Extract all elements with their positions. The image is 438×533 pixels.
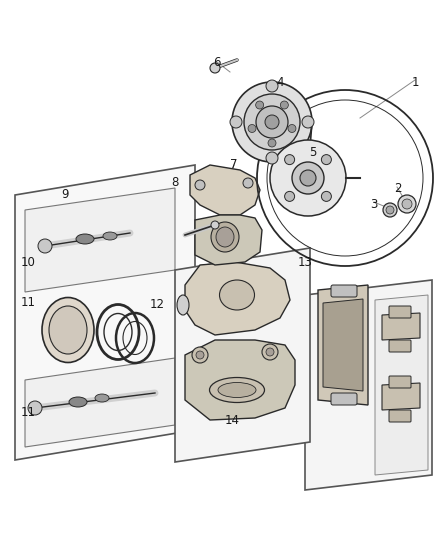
Circle shape (211, 221, 219, 229)
Ellipse shape (177, 295, 189, 315)
Polygon shape (185, 262, 290, 335)
Circle shape (402, 199, 412, 209)
Polygon shape (375, 295, 428, 475)
Text: 11: 11 (21, 406, 35, 418)
Ellipse shape (42, 297, 94, 362)
Polygon shape (323, 299, 363, 391)
Polygon shape (25, 188, 175, 292)
Polygon shape (305, 280, 432, 490)
FancyBboxPatch shape (331, 285, 357, 297)
Circle shape (248, 125, 256, 133)
Ellipse shape (69, 397, 87, 407)
FancyBboxPatch shape (389, 376, 411, 388)
Ellipse shape (216, 227, 234, 247)
Circle shape (285, 155, 295, 165)
Circle shape (266, 348, 274, 356)
Text: 9: 9 (61, 188, 69, 200)
Circle shape (285, 191, 295, 201)
Text: 8: 8 (171, 175, 179, 189)
Circle shape (270, 140, 346, 216)
Text: 13: 13 (297, 255, 312, 269)
Polygon shape (185, 340, 295, 420)
Polygon shape (25, 358, 175, 447)
Text: 4: 4 (276, 76, 284, 88)
Circle shape (232, 82, 312, 162)
FancyBboxPatch shape (389, 340, 411, 352)
Circle shape (230, 116, 242, 128)
Text: 3: 3 (370, 198, 378, 211)
Ellipse shape (219, 280, 254, 310)
Circle shape (210, 63, 220, 73)
Circle shape (268, 139, 276, 147)
Circle shape (266, 152, 278, 164)
Ellipse shape (209, 377, 265, 402)
Circle shape (262, 344, 278, 360)
Ellipse shape (49, 306, 87, 354)
Text: 6: 6 (213, 55, 221, 69)
Polygon shape (382, 313, 420, 340)
Circle shape (288, 125, 296, 133)
Circle shape (292, 162, 324, 194)
FancyBboxPatch shape (389, 306, 411, 318)
Ellipse shape (76, 234, 94, 244)
Circle shape (386, 206, 394, 214)
Circle shape (321, 155, 332, 165)
Polygon shape (175, 248, 310, 462)
Circle shape (38, 239, 52, 253)
Polygon shape (195, 215, 262, 265)
Circle shape (398, 195, 416, 213)
Polygon shape (382, 383, 420, 410)
Circle shape (280, 101, 288, 109)
Text: 5: 5 (309, 147, 317, 159)
Circle shape (321, 191, 332, 201)
Polygon shape (15, 165, 195, 460)
Ellipse shape (103, 232, 117, 240)
Text: 12: 12 (149, 297, 165, 311)
Ellipse shape (95, 394, 109, 402)
Circle shape (300, 170, 316, 186)
FancyBboxPatch shape (331, 393, 357, 405)
Circle shape (383, 203, 397, 217)
Circle shape (28, 401, 42, 415)
Circle shape (195, 180, 205, 190)
Ellipse shape (218, 383, 256, 398)
Text: 2: 2 (394, 182, 402, 195)
Circle shape (244, 94, 300, 150)
Text: 1: 1 (411, 76, 419, 88)
Circle shape (243, 178, 253, 188)
Circle shape (265, 115, 279, 129)
Text: 14: 14 (225, 414, 240, 426)
Text: 7: 7 (230, 158, 238, 172)
Circle shape (256, 106, 288, 138)
Polygon shape (190, 165, 260, 215)
Polygon shape (318, 285, 368, 405)
Circle shape (266, 80, 278, 92)
Circle shape (192, 347, 208, 363)
Text: 10: 10 (21, 255, 35, 269)
Circle shape (302, 116, 314, 128)
FancyBboxPatch shape (389, 410, 411, 422)
Circle shape (196, 351, 204, 359)
Circle shape (256, 101, 264, 109)
Text: 11: 11 (21, 295, 35, 309)
Ellipse shape (211, 222, 239, 252)
